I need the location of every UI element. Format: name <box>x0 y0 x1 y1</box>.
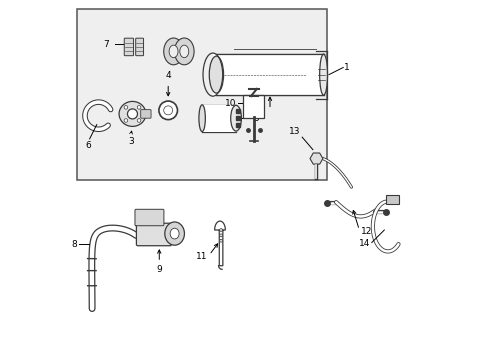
Ellipse shape <box>231 105 242 131</box>
Text: 14: 14 <box>359 239 370 248</box>
Text: 11: 11 <box>196 252 207 261</box>
Polygon shape <box>310 153 323 164</box>
Ellipse shape <box>165 222 184 245</box>
Ellipse shape <box>119 102 146 126</box>
FancyBboxPatch shape <box>135 209 164 226</box>
Text: 10: 10 <box>224 99 236 108</box>
Ellipse shape <box>174 38 194 65</box>
Ellipse shape <box>127 109 138 119</box>
Ellipse shape <box>159 101 177 120</box>
Ellipse shape <box>220 229 222 231</box>
FancyBboxPatch shape <box>136 223 171 246</box>
Ellipse shape <box>180 45 189 58</box>
Ellipse shape <box>170 228 179 239</box>
Text: 2: 2 <box>259 107 265 116</box>
Bar <box>213 54 323 95</box>
Ellipse shape <box>164 38 183 65</box>
Ellipse shape <box>220 239 222 242</box>
Text: 8: 8 <box>72 240 77 249</box>
Text: 3: 3 <box>128 137 134 146</box>
Ellipse shape <box>137 105 141 109</box>
Ellipse shape <box>220 234 222 237</box>
Ellipse shape <box>169 45 178 58</box>
Text: 1: 1 <box>344 63 350 72</box>
FancyBboxPatch shape <box>141 110 151 118</box>
Ellipse shape <box>199 105 205 132</box>
FancyBboxPatch shape <box>386 195 399 203</box>
Text: 4: 4 <box>166 71 171 80</box>
Bar <box>202 105 236 132</box>
Polygon shape <box>215 221 225 266</box>
Text: 12: 12 <box>361 227 372 236</box>
Ellipse shape <box>209 56 223 93</box>
Bar <box>77 9 327 180</box>
FancyBboxPatch shape <box>124 38 134 56</box>
Text: 6: 6 <box>85 141 91 150</box>
FancyBboxPatch shape <box>136 38 144 56</box>
Text: 13: 13 <box>289 127 300 136</box>
Ellipse shape <box>124 119 128 122</box>
Ellipse shape <box>137 119 141 122</box>
Text: 5: 5 <box>253 114 259 123</box>
Ellipse shape <box>124 105 128 109</box>
Ellipse shape <box>319 54 327 95</box>
Ellipse shape <box>164 106 172 115</box>
FancyBboxPatch shape <box>243 95 264 118</box>
Text: 7: 7 <box>103 40 109 49</box>
Text: 9: 9 <box>156 265 162 274</box>
